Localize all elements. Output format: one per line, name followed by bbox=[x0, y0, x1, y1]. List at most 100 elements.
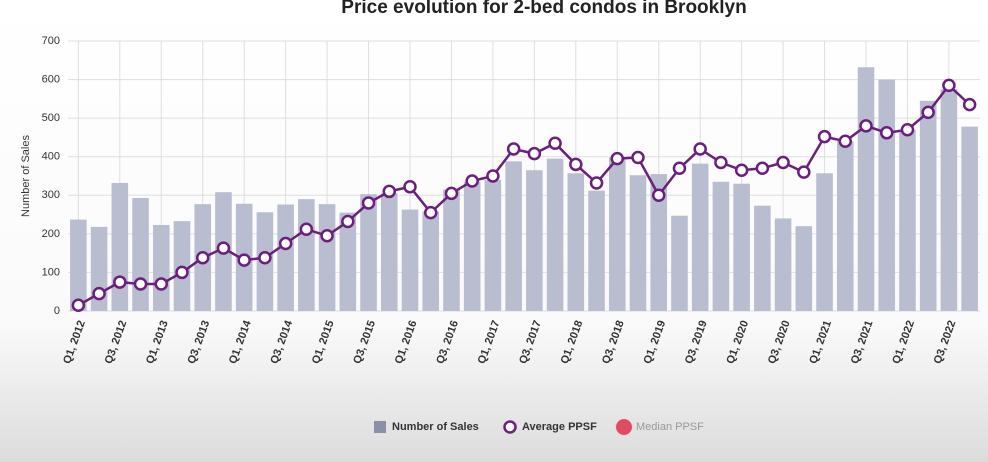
point bbox=[776, 155, 790, 170]
x-tick-label: Q1, 2014 bbox=[227, 318, 254, 365]
point bbox=[216, 241, 231, 255]
x-tick-label: Q3, 2021 bbox=[849, 319, 876, 366]
bar bbox=[878, 79, 896, 311]
point bbox=[610, 151, 625, 166]
point bbox=[962, 97, 977, 112]
x-tick-label: Q1, 2020 bbox=[724, 319, 751, 366]
bar bbox=[277, 204, 294, 311]
legend-swatch bbox=[503, 420, 517, 434]
point bbox=[672, 161, 687, 176]
y-axis-label: Number of Sales bbox=[20, 135, 32, 217]
x-tick-label: Q1, 2012 bbox=[61, 319, 88, 366]
bar bbox=[836, 141, 854, 311]
bar bbox=[671, 215, 688, 311]
bar bbox=[360, 194, 377, 311]
y-tick-label: 700 bbox=[42, 35, 60, 47]
point bbox=[382, 184, 397, 199]
bar bbox=[505, 161, 522, 311]
legend-label: Median PPSF bbox=[636, 421, 704, 433]
bar bbox=[629, 175, 647, 311]
point bbox=[154, 277, 169, 291]
x-tick-label: Q3, 2014 bbox=[268, 318, 295, 365]
bar bbox=[919, 100, 937, 312]
point bbox=[486, 169, 500, 183]
point bbox=[631, 150, 645, 165]
bar bbox=[526, 170, 543, 311]
bar bbox=[857, 67, 875, 311]
y-tick-label: 500 bbox=[42, 112, 60, 124]
x-tick-label: Q1, 2021 bbox=[807, 319, 834, 366]
bar bbox=[70, 219, 87, 311]
bar bbox=[940, 89, 958, 311]
legend-label: Number of Sales bbox=[392, 421, 479, 433]
bar bbox=[650, 174, 668, 311]
bar bbox=[443, 189, 460, 311]
x-tick-label: Q3, 2020 bbox=[766, 319, 793, 366]
point bbox=[714, 155, 728, 170]
bar bbox=[339, 212, 357, 311]
point bbox=[92, 286, 106, 301]
point bbox=[175, 265, 189, 280]
point bbox=[651, 188, 666, 203]
bar bbox=[795, 226, 813, 311]
bar bbox=[422, 211, 440, 311]
point bbox=[299, 222, 314, 236]
bar bbox=[111, 182, 129, 311]
bar bbox=[380, 193, 398, 311]
bar bbox=[484, 179, 502, 311]
bar bbox=[774, 218, 792, 311]
bar bbox=[608, 157, 626, 311]
point bbox=[755, 161, 770, 176]
x-tick-label: Q1, 2019 bbox=[642, 319, 669, 366]
point bbox=[237, 253, 251, 267]
point bbox=[133, 277, 148, 291]
point bbox=[278, 236, 293, 251]
y-tick-label: 300 bbox=[42, 189, 60, 201]
point bbox=[879, 126, 894, 140]
bar bbox=[733, 183, 750, 311]
point bbox=[403, 180, 417, 194]
x-tick-label: Q3, 2018 bbox=[600, 319, 627, 366]
x-tick-label: Q3, 2016 bbox=[434, 319, 461, 366]
bar bbox=[401, 209, 419, 311]
point bbox=[527, 146, 542, 161]
x-tick-label: Q3, 2013 bbox=[186, 319, 213, 366]
bar bbox=[152, 224, 170, 311]
point bbox=[506, 142, 521, 156]
x-tick-label: Q1, 2013 bbox=[144, 319, 171, 366]
point bbox=[942, 78, 956, 93]
x-tick-label: Q1, 2015 bbox=[310, 319, 337, 366]
x-tick-label: Q1, 2018 bbox=[559, 319, 586, 366]
bar bbox=[691, 163, 709, 311]
point bbox=[817, 129, 832, 144]
y-tick-label: 200 bbox=[42, 228, 60, 240]
x-tick-label: Q3, 2015 bbox=[351, 319, 378, 366]
point bbox=[921, 105, 935, 120]
point bbox=[589, 176, 604, 190]
point bbox=[548, 136, 562, 150]
y-tick-label: 600 bbox=[42, 73, 60, 85]
bar bbox=[132, 197, 149, 311]
point bbox=[341, 214, 355, 229]
point bbox=[258, 251, 272, 265]
x-tick-label: Q3, 2017 bbox=[517, 319, 544, 366]
bar bbox=[816, 173, 833, 311]
point bbox=[569, 157, 583, 172]
point bbox=[859, 119, 873, 133]
bar bbox=[546, 158, 564, 311]
point bbox=[361, 196, 376, 210]
legend-label: Average PPSF bbox=[522, 421, 597, 433]
point bbox=[465, 174, 479, 188]
bar bbox=[588, 190, 605, 311]
x-tick-label: Q1, 2017 bbox=[476, 319, 503, 366]
bar bbox=[961, 126, 978, 311]
bar bbox=[899, 129, 916, 311]
legend-swatch bbox=[374, 421, 386, 433]
bar bbox=[754, 205, 771, 311]
bar bbox=[463, 181, 481, 311]
legend-swatch bbox=[616, 419, 632, 435]
y-tick-label: 100 bbox=[42, 266, 60, 278]
point bbox=[797, 165, 811, 179]
